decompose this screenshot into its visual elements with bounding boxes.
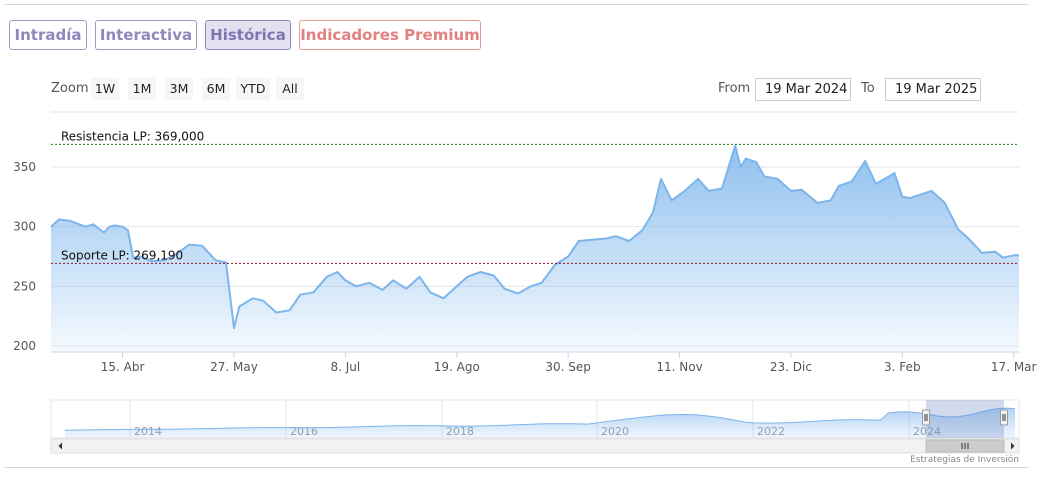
zoom-3m-button[interactable]: 3M [165, 78, 193, 100]
x-tick-label: 8. Jul [331, 360, 361, 374]
price-area-fill [51, 145, 1019, 352]
x-tick-label: 30. Sep [545, 360, 591, 374]
from-label: From [718, 81, 751, 96]
zoom-ytd-button[interactable]: YTD [236, 78, 270, 100]
y-tick-label: 300 [13, 220, 36, 234]
to-date-input[interactable]: 19 Mar 2025 [885, 78, 981, 101]
navigator-handle-right [1000, 409, 1008, 426]
series-area [50, 144, 1019, 352]
y-tick-label: 200 [13, 339, 36, 353]
top-divider [5, 4, 1029, 5]
navigator-line [64, 407, 1016, 431]
to-label: To [861, 81, 875, 96]
navigator-selection [926, 400, 1004, 438]
tab-intradia[interactable]: Intradía [9, 20, 87, 50]
x-tick-label: 3. Feb [884, 360, 921, 374]
reference-lines: Resistencia LP: 369,000 Soporte LP: 269,1… [51, 129, 1019, 264]
scroll-left-arrow-icon [58, 442, 62, 450]
scroll-right-arrow-icon [1011, 442, 1015, 450]
tab-indicadores-premium[interactable]: Indicadores Premium [299, 20, 481, 50]
x-tick-label: 15. Abr [101, 360, 145, 374]
zoom-6m-button[interactable]: 6M [202, 78, 230, 100]
x-tick-label: 27. May [210, 360, 258, 374]
y-tick-label: 250 [13, 279, 36, 293]
x-tick-label: 19. Ago [434, 360, 480, 374]
from-date-input[interactable]: 19 Mar 2024 [755, 78, 851, 101]
price-line [50, 144, 1019, 330]
navigator-handle-left [922, 409, 930, 426]
zoom-all-button[interactable]: All [276, 78, 304, 100]
y-tick-label: 350 [13, 160, 36, 174]
x-tick-label: 23. Dic [770, 360, 812, 374]
tab-historica[interactable]: Histórica [205, 20, 291, 50]
zoom-1m-button[interactable]: 1M [128, 78, 156, 100]
axes: 200 250 300 350 15. Abr 27. May 8. Jul 19. Ago 3… [13, 160, 1036, 374]
resistance-label: Resistencia LP: 369,000 [61, 129, 204, 143]
x-tick-label: 17. Mar [991, 360, 1037, 374]
navigator[interactable]: 201420162018202020222024 [50, 399, 1020, 454]
scrollbar-track [50, 438, 1020, 454]
support-label: Soporte LP: 269,190 [61, 248, 183, 262]
zoom-1w-button[interactable]: 1W [91, 78, 119, 100]
bottom-divider [5, 467, 1029, 468]
x-tick-label: 11. Nov [656, 360, 702, 374]
tab-interactiva[interactable]: Interactiva [95, 20, 197, 50]
chart-credit[interactable]: Estrategias de Inversión [910, 455, 1019, 465]
navigator-area [65, 408, 1015, 438]
zoom-label: Zoom [51, 81, 89, 96]
